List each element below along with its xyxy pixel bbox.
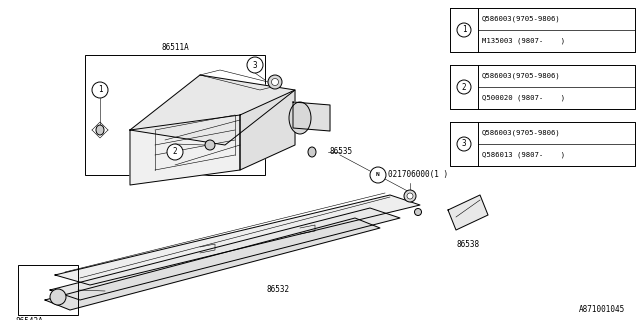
Polygon shape <box>130 115 240 185</box>
Circle shape <box>167 144 183 160</box>
Text: 86542A: 86542A <box>16 317 44 320</box>
Ellipse shape <box>271 78 278 85</box>
Polygon shape <box>55 195 420 285</box>
Text: 1: 1 <box>461 26 467 35</box>
Polygon shape <box>448 195 488 230</box>
Ellipse shape <box>50 289 66 305</box>
Text: Q586013 (9807-    ): Q586013 (9807- ) <box>482 152 565 158</box>
Polygon shape <box>45 218 380 310</box>
Polygon shape <box>240 90 295 170</box>
Circle shape <box>457 137 471 151</box>
Ellipse shape <box>407 193 413 199</box>
Text: 86538: 86538 <box>456 240 479 249</box>
Text: Q586003(9705-9806): Q586003(9705-9806) <box>482 16 561 22</box>
Polygon shape <box>130 75 295 145</box>
Text: 86535: 86535 <box>330 148 353 156</box>
Text: 3: 3 <box>253 60 257 69</box>
Circle shape <box>247 57 263 73</box>
Text: 86511A: 86511A <box>161 43 189 52</box>
Text: N: N <box>376 172 380 178</box>
Ellipse shape <box>205 140 215 150</box>
Text: M135003 (9807-    ): M135003 (9807- ) <box>482 38 565 44</box>
Text: 2: 2 <box>461 83 467 92</box>
Circle shape <box>457 80 471 94</box>
Ellipse shape <box>96 125 104 135</box>
Text: 021706000(1 ): 021706000(1 ) <box>388 171 448 180</box>
Polygon shape <box>293 102 330 131</box>
Circle shape <box>457 23 471 37</box>
Ellipse shape <box>268 75 282 89</box>
Text: A871001045: A871001045 <box>579 305 625 314</box>
Ellipse shape <box>289 102 311 134</box>
Ellipse shape <box>415 209 422 215</box>
Text: 1: 1 <box>98 85 102 94</box>
Circle shape <box>370 167 386 183</box>
Text: 2: 2 <box>173 148 177 156</box>
Text: Q586003(9705-9806): Q586003(9705-9806) <box>482 130 561 136</box>
Text: 3: 3 <box>461 140 467 148</box>
Polygon shape <box>50 208 400 300</box>
Ellipse shape <box>404 190 416 202</box>
Circle shape <box>92 82 108 98</box>
Ellipse shape <box>308 147 316 157</box>
Text: Q500020 (9807-    ): Q500020 (9807- ) <box>482 95 565 101</box>
Text: Q586003(9705-9806): Q586003(9705-9806) <box>482 73 561 79</box>
Text: 86532: 86532 <box>266 285 289 294</box>
